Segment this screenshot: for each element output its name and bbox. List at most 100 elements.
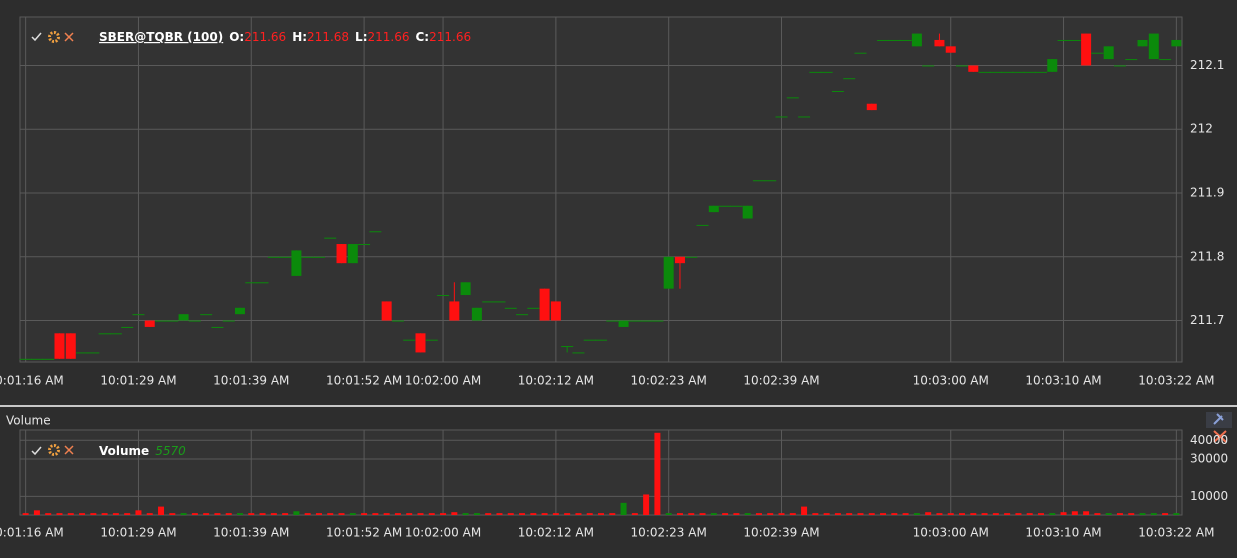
legend-field-label: H:: [292, 30, 307, 44]
volume-bar: [90, 513, 97, 515]
volume-bar: [936, 513, 943, 515]
volume-bar: [733, 513, 740, 515]
visibility-toggle[interactable]: [31, 446, 42, 456]
volume-bar: [868, 513, 875, 515]
candle-body: [30, 358, 43, 360]
candle-body: [291, 250, 302, 276]
volume-bar: [203, 513, 210, 515]
candle-body: [911, 33, 922, 47]
x-tick-label: 10:02:12 AM: [518, 374, 594, 388]
x-tick-label: 10:03:00 AM: [913, 374, 989, 388]
candle-body: [121, 326, 134, 328]
volume-bar: [609, 513, 616, 515]
candle-body: [719, 205, 732, 207]
volume-bar: [1162, 513, 1169, 515]
volume-bar: [519, 513, 526, 515]
candle-body: [1113, 65, 1126, 67]
candle-body: [618, 320, 629, 327]
candle-body: [391, 320, 404, 322]
candle-body: [267, 256, 280, 258]
candle-body: [301, 256, 314, 258]
volume-bar: [755, 513, 762, 515]
candle-body: [482, 301, 495, 303]
volume-bar: [180, 513, 187, 515]
settings-icon[interactable]: [48, 31, 60, 43]
volume-bar: [767, 513, 774, 515]
candle-body: [516, 314, 529, 316]
volume-bar: [1173, 513, 1180, 515]
candle-body: [211, 326, 224, 328]
candle-body: [583, 339, 596, 341]
candle-body: [381, 301, 392, 321]
volume-bar: [947, 513, 954, 515]
candle-body: [1125, 59, 1138, 61]
volume-bar: [541, 513, 548, 515]
candle-body: [256, 282, 269, 284]
volume-bar: [406, 513, 413, 515]
volume-bar: [383, 513, 390, 515]
candle-body: [742, 205, 753, 219]
candle-body: [42, 358, 55, 360]
volume-bar: [564, 513, 571, 515]
candle-body: [1034, 71, 1047, 73]
settings-icon[interactable]: [48, 444, 60, 456]
volume-bar: [67, 513, 74, 515]
volume-bar: [349, 513, 356, 515]
candle-body: [877, 39, 890, 41]
candle-body: [132, 314, 145, 316]
volume-bar: [552, 513, 559, 515]
candle-body: [449, 301, 460, 321]
volume-bar: [361, 513, 368, 515]
volume-bar: [1060, 512, 1067, 515]
volume-bar: [981, 513, 988, 515]
visibility-toggle[interactable]: [31, 32, 42, 42]
x-tick-label: 10:01:39 AM: [213, 374, 289, 388]
candle-body: [527, 307, 540, 309]
x-tick-label: 10:01:29 AM: [100, 526, 176, 540]
volume-bar: [169, 513, 176, 515]
volume-bar: [823, 513, 830, 515]
legend-series-name: Volume: [99, 444, 149, 458]
y-tick-label: 212.1: [1190, 58, 1224, 72]
volume-bar: [959, 513, 966, 515]
volume-bar: [665, 513, 672, 515]
volume-bar: [45, 513, 52, 515]
candle-body: [87, 352, 100, 354]
volume-bar: [485, 513, 492, 515]
candle-body: [539, 288, 550, 321]
y-tick-label: 212: [1190, 122, 1213, 136]
candle-body: [1068, 39, 1081, 41]
y-tick-label: 211.7: [1190, 313, 1224, 327]
x-tick-label: 10:03:10 AM: [1025, 526, 1101, 540]
candle-body: [730, 205, 743, 207]
candle-body: [708, 205, 719, 213]
volume-bar: [598, 513, 604, 515]
candle-body: [425, 339, 438, 341]
candle-body: [572, 352, 585, 354]
remove-icon[interactable]: [64, 445, 74, 455]
legend-field-label: L:: [355, 30, 367, 44]
volume-bar: [744, 513, 751, 515]
volume-bar: [801, 506, 808, 515]
candle-body: [1023, 71, 1036, 73]
volume-bar: [1116, 513, 1123, 515]
volume-bar: [1128, 513, 1135, 515]
x-tick-label: 10:03:22 AM: [1138, 526, 1214, 540]
y-tick-label: 10000: [1190, 489, 1228, 503]
volume-bar: [293, 511, 300, 515]
candle-body: [178, 314, 189, 321]
volume-bar: [101, 513, 108, 515]
candle-body: [640, 320, 653, 322]
x-tick-label: 10:01:16 AM: [0, 374, 64, 388]
volume-bar: [282, 513, 289, 515]
legend-field-value: 211.66: [368, 30, 410, 44]
volume-bar: [654, 432, 661, 515]
pin-icon: [1213, 413, 1224, 425]
candle-body: [155, 320, 168, 322]
x-tick-label: 10:03:00 AM: [913, 526, 989, 540]
candle-body: [934, 39, 945, 47]
remove-icon[interactable]: [64, 32, 74, 42]
close-panel-button[interactable]: [1213, 430, 1227, 443]
volume-bar: [1094, 513, 1101, 515]
